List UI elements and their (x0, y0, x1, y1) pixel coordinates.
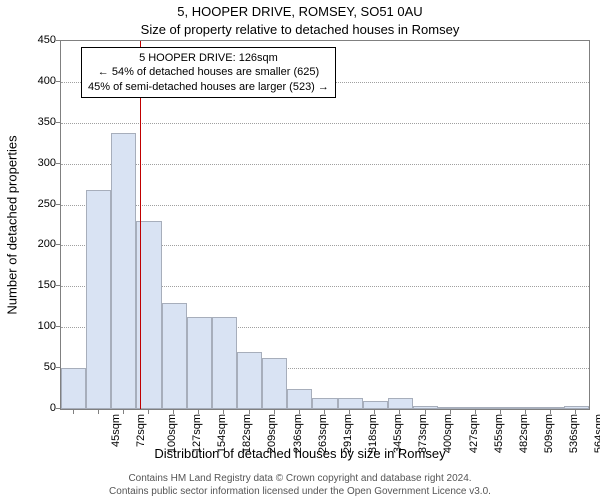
histogram-bar (514, 407, 539, 409)
y-tick-label: 450 (38, 34, 56, 46)
footer-line-2: Contains public sector information licen… (0, 486, 600, 499)
x-tick-mark (374, 410, 375, 414)
y-tick-label: 200 (38, 238, 56, 250)
histogram-bar (413, 406, 438, 409)
chart-container: 5, HOOPER DRIVE, ROMSEY, SO51 0AU Size o… (0, 0, 600, 500)
x-tick-label: 45sqm (110, 414, 122, 447)
histogram-bar (438, 407, 463, 409)
x-tick-mark (249, 410, 250, 414)
x-tick-label: 400sqm (443, 414, 455, 453)
x-tick-label: 509sqm (543, 414, 555, 453)
x-tick-mark (173, 410, 174, 414)
y-axis-label: Number of detached properties (5, 135, 20, 314)
histogram-bar (338, 398, 363, 409)
x-tick-label: 263sqm (317, 414, 329, 453)
y-tick-mark (56, 204, 60, 205)
title-subtitle: Size of property relative to detached ho… (0, 22, 600, 37)
x-tick-label: 127sqm (191, 414, 203, 453)
y-tick-mark (56, 285, 60, 286)
x-tick-label: 154sqm (216, 414, 228, 453)
x-tick-label: 100sqm (166, 414, 178, 453)
x-tick-label: 182sqm (241, 414, 253, 453)
x-tick-mark (399, 410, 400, 414)
histogram-bar (312, 398, 337, 409)
x-tick-label: 345sqm (392, 414, 404, 453)
histogram-bar (187, 317, 212, 409)
footer-line-1: Contains HM Land Registry data © Crown c… (0, 473, 600, 486)
annotation-line-1: 5 HOOPER DRIVE: 126sqm (88, 51, 329, 65)
x-tick-label: 236sqm (292, 414, 304, 453)
x-tick-label: 291sqm (342, 414, 354, 453)
x-tick-mark (450, 410, 451, 414)
histogram-bar (388, 398, 413, 409)
y-tick-mark (56, 122, 60, 123)
y-tick-mark (56, 326, 60, 327)
histogram-bar (86, 190, 111, 409)
x-tick-mark (550, 410, 551, 414)
histogram-bar (237, 352, 262, 409)
x-tick-mark (575, 410, 576, 414)
histogram-bar (539, 407, 564, 409)
annotation-line-3: 45% of semi-detached houses are larger (… (88, 80, 329, 94)
x-tick-label: 72sqm (135, 414, 147, 447)
x-tick-label: 455sqm (493, 414, 505, 453)
y-tick-label: 300 (38, 157, 56, 169)
y-tick-mark (56, 408, 60, 409)
y-tick-label: 100 (38, 320, 56, 332)
x-tick-label: 536sqm (568, 414, 580, 453)
y-tick-mark (56, 244, 60, 245)
histogram-bar (262, 358, 287, 409)
x-tick-mark (148, 410, 149, 414)
title-address: 5, HOOPER DRIVE, ROMSEY, SO51 0AU (0, 4, 600, 19)
x-tick-mark (299, 410, 300, 414)
y-tick-mark (56, 40, 60, 41)
histogram-bar (212, 317, 237, 409)
x-tick-mark (525, 410, 526, 414)
plot-area: 5 HOOPER DRIVE: 126sqm ← 54% of detached… (60, 40, 590, 410)
y-tick-label: 50 (44, 361, 56, 373)
x-tick-label: 427sqm (468, 414, 480, 453)
x-tick-mark (500, 410, 501, 414)
x-tick-label: 373sqm (417, 414, 429, 453)
x-tick-mark (274, 410, 275, 414)
y-tick-label: 400 (38, 75, 56, 87)
x-tick-mark (223, 410, 224, 414)
x-tick-mark (123, 410, 124, 414)
y-tick-mark (56, 367, 60, 368)
x-tick-mark (349, 410, 350, 414)
x-tick-mark (198, 410, 199, 414)
x-tick-label: 482sqm (518, 414, 530, 453)
histogram-bar (287, 389, 312, 409)
y-tick-label: 150 (38, 279, 56, 291)
x-tick-label: 209sqm (267, 414, 279, 453)
y-tick-mark (56, 81, 60, 82)
histogram-bar (111, 133, 136, 409)
histogram-bar (564, 406, 589, 409)
histogram-bar (488, 407, 513, 409)
footer-attribution: Contains HM Land Registry data © Crown c… (0, 473, 600, 498)
annotation-box: 5 HOOPER DRIVE: 126sqm ← 54% of detached… (81, 47, 336, 98)
y-tick-label: 250 (38, 198, 56, 210)
x-tick-mark (324, 410, 325, 414)
annotation-line-2: ← 54% of detached houses are smaller (62… (88, 65, 329, 79)
x-tick-mark (98, 410, 99, 414)
histogram-bar (363, 401, 388, 409)
x-tick-label: 318sqm (367, 414, 379, 453)
histogram-bar (162, 303, 187, 409)
y-tick-label: 350 (38, 116, 56, 128)
histogram-bar (61, 368, 86, 409)
x-tick-label: 564sqm (593, 414, 600, 453)
x-tick-mark (425, 410, 426, 414)
y-tick-mark (56, 163, 60, 164)
x-tick-mark (73, 410, 74, 414)
x-tick-mark (475, 410, 476, 414)
histogram-bar (463, 407, 488, 409)
